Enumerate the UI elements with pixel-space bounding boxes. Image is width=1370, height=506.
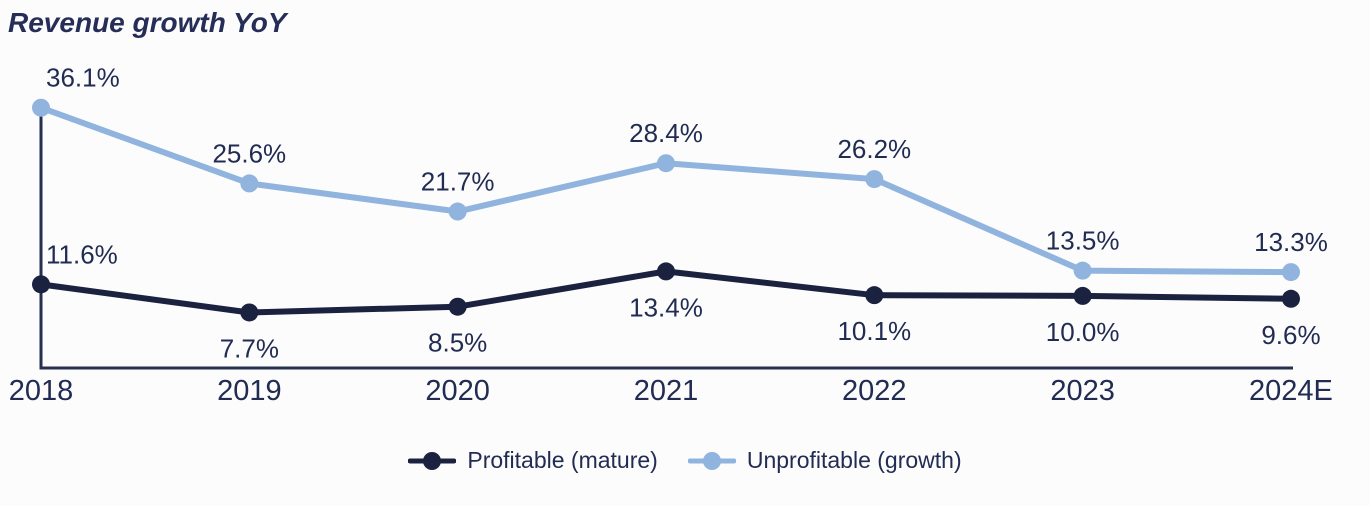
data-point-marker — [1281, 289, 1300, 308]
x-tick-label: 2022 — [842, 375, 907, 407]
data-label: 13.5% — [1046, 226, 1120, 256]
data-label: 13.3% — [1254, 227, 1328, 257]
data-label: 26.2% — [837, 134, 911, 164]
legend-label: Profitable (mature) — [467, 447, 658, 473]
data-point-marker — [32, 98, 50, 117]
data-label: 11.6% — [46, 239, 118, 269]
data-point-marker — [240, 174, 259, 193]
data-label: 13.4% — [629, 292, 703, 322]
data-label: 9.6% — [1261, 320, 1320, 350]
data-label: 25.6% — [212, 138, 286, 168]
data-point-marker — [1073, 261, 1092, 280]
legend-item-1: Unprofitable (growth) — [687, 447, 962, 474]
data-point-marker — [1281, 263, 1300, 282]
data-point-marker — [656, 262, 675, 281]
data-label: 10.1% — [837, 316, 911, 346]
data-label: 28.4% — [629, 118, 703, 148]
x-tick-label: 2021 — [634, 375, 699, 407]
x-tick-label: 2020 — [425, 375, 490, 407]
data-label: 8.5% — [428, 328, 487, 358]
data-label: 7.7% — [220, 333, 279, 363]
data-point-marker — [448, 202, 467, 221]
data-point-marker — [656, 154, 675, 173]
x-tick-label: 2018 — [9, 375, 74, 407]
data-label: 21.7% — [421, 167, 495, 197]
data-label: 10.0% — [1046, 317, 1120, 347]
data-point-marker — [865, 170, 884, 189]
legend: Profitable (mature) Unprofitable (growth) — [0, 447, 1370, 474]
data-point-marker — [448, 297, 467, 316]
x-tick-label: 2023 — [1050, 375, 1115, 407]
data-label: 36.1% — [46, 63, 120, 93]
legend-marker-icon — [408, 451, 457, 470]
x-tick-label: 2019 — [217, 375, 282, 407]
x-tick-label: 2024E — [1249, 375, 1333, 407]
data-point-marker — [240, 303, 259, 322]
chart-title: Revenue growth YoY — [8, 7, 287, 38]
legend-label: Unprofitable (growth) — [746, 447, 962, 473]
legend-item-0: Profitable (mature) — [408, 447, 658, 474]
data-point-marker — [865, 286, 884, 305]
data-point-marker — [32, 275, 50, 294]
legend-marker-icon — [687, 451, 736, 470]
data-point-marker — [1073, 286, 1092, 305]
